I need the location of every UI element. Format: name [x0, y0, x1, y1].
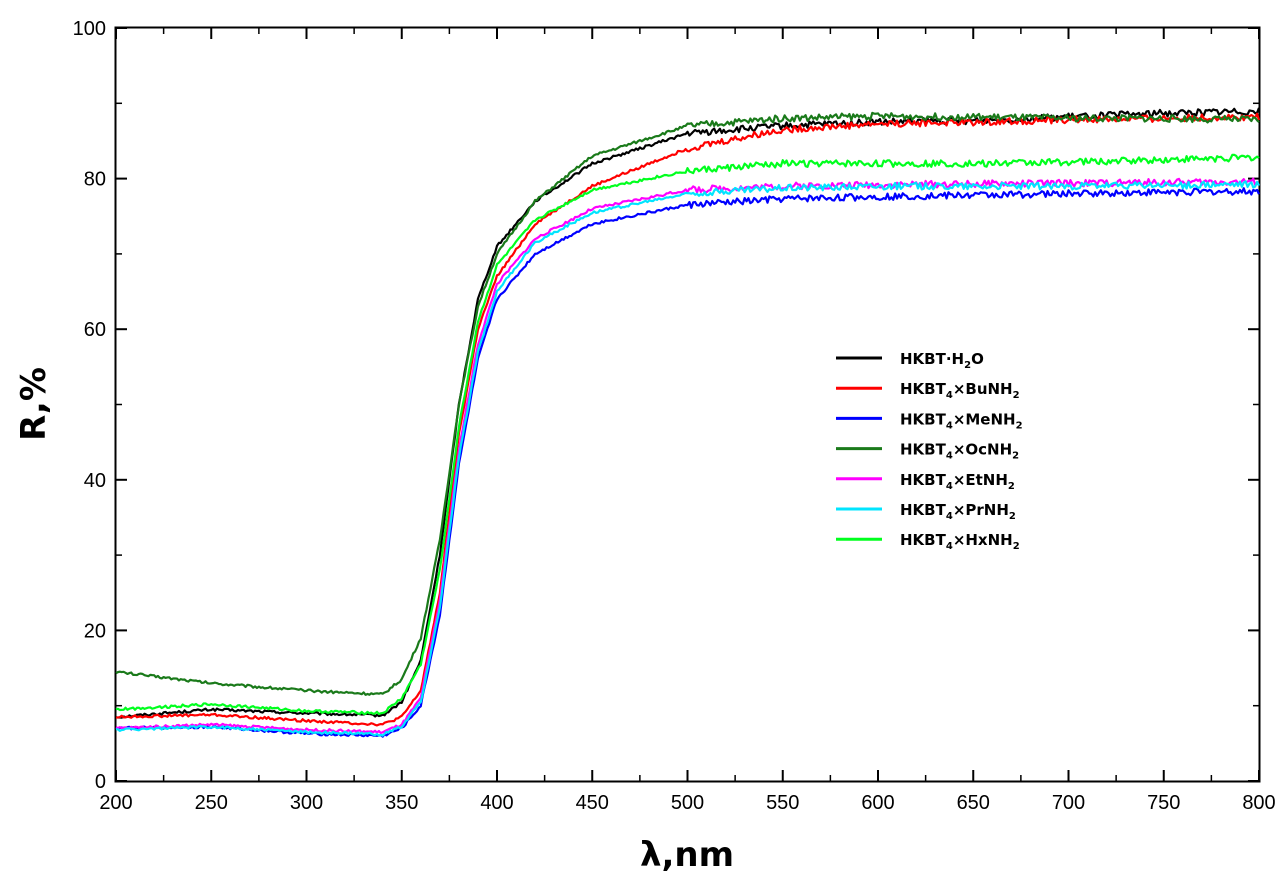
- y-tick-label: 40: [84, 470, 106, 492]
- x-tick-labels: 200 250 300 350 400 450 500 550 600 650 700 750 800: [99, 792, 1275, 814]
- y-tick-label: 100: [73, 18, 106, 40]
- x-tick-label: 600: [861, 792, 894, 814]
- series-line: [115, 180, 1260, 737]
- axis-ticks: [115, 27, 1260, 782]
- legend-label: HKBT4×BuNH2: [900, 380, 1020, 401]
- x-tick-label: 500: [671, 792, 704, 814]
- x-tick-label: 650: [957, 792, 990, 814]
- series-line: [115, 107, 1261, 719]
- legend-label: HKBT·H2O: [900, 350, 984, 371]
- y-axis-title: R,%: [14, 367, 54, 441]
- plot-area: [114, 26, 1261, 783]
- x-tick-label: 450: [576, 792, 609, 814]
- legend-label: HKBT4×PrNH2: [900, 501, 1016, 522]
- legend: HKBT·H2O HKBT4×BuNH2 HKBT4×MeNH2 HKBT4×OcNH…: [836, 350, 1023, 552]
- legend-label: HKBT4×MeNH2: [900, 410, 1023, 431]
- y-tick-labels: 0 20 40 60 80 100: [73, 18, 106, 793]
- series-line: [115, 153, 1260, 716]
- y-tick-label: 80: [84, 169, 106, 191]
- x-tick-label: 400: [480, 792, 513, 814]
- x-tick-label: 550: [766, 792, 799, 814]
- y-tick-label: 0: [95, 771, 106, 793]
- x-tick-label: 250: [195, 792, 228, 814]
- series-line: [115, 111, 1260, 696]
- series-line: [115, 112, 1261, 727]
- x-tick-label: 300: [290, 792, 323, 814]
- x-axis-title: λ,nm: [640, 835, 734, 875]
- x-tick-label: 200: [99, 792, 132, 814]
- legend-label: HKBT4×EtNH2: [900, 471, 1015, 492]
- x-tick-label: 800: [1242, 792, 1275, 814]
- legend-label: HKBT4×HxNH2: [900, 531, 1020, 552]
- x-tick-label: 700: [1052, 792, 1085, 814]
- x-tick-label: 750: [1147, 792, 1180, 814]
- y-tick-label: 20: [84, 620, 106, 642]
- y-tick-label: 60: [84, 319, 106, 341]
- x-tick-label: 350: [385, 792, 418, 814]
- legend-label: HKBT4×OcNH2: [900, 441, 1019, 462]
- series-lines: [115, 107, 1261, 738]
